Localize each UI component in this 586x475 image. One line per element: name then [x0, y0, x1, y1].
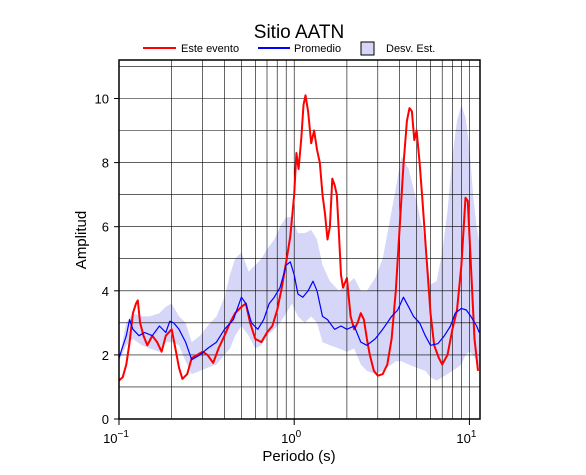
- axes: 0 2 4 6 8 10 10−1 100 101: [95, 59, 481, 446]
- chart-title: Sitio AATN: [254, 22, 344, 43]
- y-tick-label: 4: [102, 284, 109, 299]
- series-promedio: [119, 261, 480, 361]
- y-tick-label: 2: [102, 348, 109, 363]
- x-tick-label: 101: [456, 429, 476, 446]
- x-axis-label: Periodo (s): [262, 448, 335, 465]
- legend: Este evento Promedio Desv. Est.: [143, 41, 435, 56]
- legend-label-este-evento: Este evento: [181, 43, 239, 55]
- legend-label-promedio: Promedio: [294, 43, 341, 55]
- series-este-evento: [119, 94, 479, 382]
- std-dev-band-layer: [119, 104, 480, 381]
- legend-label-desv-est: Desv. Est.: [386, 43, 435, 55]
- y-tick-label: 0: [102, 412, 109, 427]
- x-tick-label: 10−1: [103, 429, 129, 446]
- grid: [119, 60, 480, 419]
- x-tick-label: 100: [281, 429, 301, 446]
- y-tick-label: 6: [102, 220, 109, 235]
- plot-frame: [118, 59, 481, 420]
- std-dev-band: [119, 104, 480, 381]
- legend-swatch-desv-est: [360, 41, 375, 56]
- y-tick-label: 8: [102, 156, 109, 171]
- y-tick-label: 10: [95, 92, 109, 107]
- series-layer: [119, 94, 480, 382]
- y-axis-label: Amplitud: [73, 211, 90, 269]
